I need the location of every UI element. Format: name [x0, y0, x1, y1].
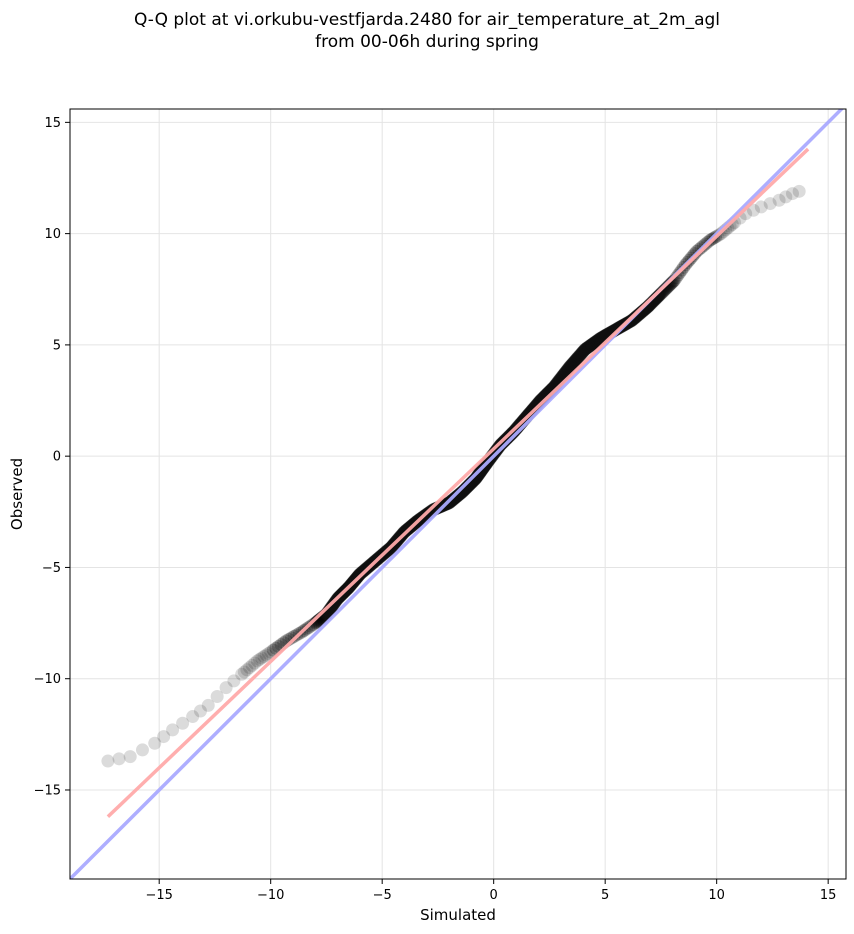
data-point-16 [240, 663, 254, 677]
data-point-447 [792, 184, 806, 198]
data-point-13 [227, 674, 241, 688]
data-point-34 [285, 631, 299, 645]
x-tick-label: −15 [145, 888, 172, 903]
data-point-5 [157, 730, 171, 744]
data-point-4 [148, 736, 162, 750]
x-tick-label: 5 [601, 888, 609, 903]
data-point-11 [210, 690, 224, 704]
data-point-24 [259, 648, 273, 662]
chart-title-line-2: from 00-06h during spring [315, 32, 539, 52]
data-point-8 [186, 710, 200, 724]
plot-area [70, 109, 845, 879]
plot-frame [69, 108, 847, 880]
y-tick-label: −10 [34, 672, 61, 687]
data-point-6 [166, 723, 180, 737]
data-point-15 [237, 665, 251, 679]
data-point-446 [785, 187, 799, 201]
data-point-43 [306, 618, 320, 632]
y-tick-label: 10 [44, 227, 61, 242]
x-tick-label: 10 [708, 888, 725, 903]
data-point-9 [193, 704, 207, 718]
y-tick-label: −5 [42, 561, 61, 576]
data-point-7 [176, 716, 190, 730]
data-point-442 [754, 200, 768, 214]
y-tick-label: 5 [53, 338, 61, 353]
data-point-12 [219, 681, 233, 695]
data-point-1 [112, 752, 126, 766]
data-point-35 [287, 629, 301, 643]
data-point-14 [235, 667, 249, 681]
reference-line [70, 109, 845, 879]
data-point-10 [201, 698, 215, 712]
data-point-17 [243, 661, 257, 675]
data-point-409 [669, 271, 683, 285]
data-point-0 [101, 754, 115, 768]
data-points [101, 184, 806, 768]
grid [70, 109, 846, 879]
data-point-3 [135, 743, 149, 757]
data-point-27 [266, 643, 280, 657]
data-point-443 [763, 197, 777, 211]
chart-title-line-1: Q-Q plot at vi.orkubu-vestfjarda.2480 fo… [133, 10, 721, 30]
y-axis-label: Observed [8, 458, 26, 530]
x-tick-label: 0 [490, 888, 498, 903]
data-point-441 [746, 203, 760, 217]
data-point-444 [772, 193, 786, 207]
data-point-25 [261, 646, 275, 660]
y-axis-ticks: −15 −10 −5 0 5 10 15 [34, 116, 70, 798]
data-point-2 [123, 750, 137, 764]
data-point-21 [253, 652, 267, 666]
data-point-23 [257, 649, 271, 663]
y-tick-label: −15 [34, 783, 61, 798]
data-point-26 [264, 645, 278, 659]
x-axis-ticks: −15 −10 −5 0 5 10 15 [145, 879, 836, 903]
y-tick-label: 0 [53, 450, 61, 465]
data-point-18 [245, 658, 259, 672]
y-tick-label: 15 [44, 116, 61, 131]
data-point-42 [304, 619, 318, 633]
x-tick-label: 15 [820, 888, 837, 903]
data-point-22 [255, 651, 269, 665]
x-tick-label: −10 [257, 888, 284, 903]
data-point-445 [779, 190, 793, 204]
data-point-20 [250, 654, 264, 668]
data-point-19 [248, 656, 262, 670]
x-tick-label: −5 [373, 888, 392, 903]
x-axis-label: Simulated [420, 906, 496, 924]
fit-line [106, 147, 810, 818]
